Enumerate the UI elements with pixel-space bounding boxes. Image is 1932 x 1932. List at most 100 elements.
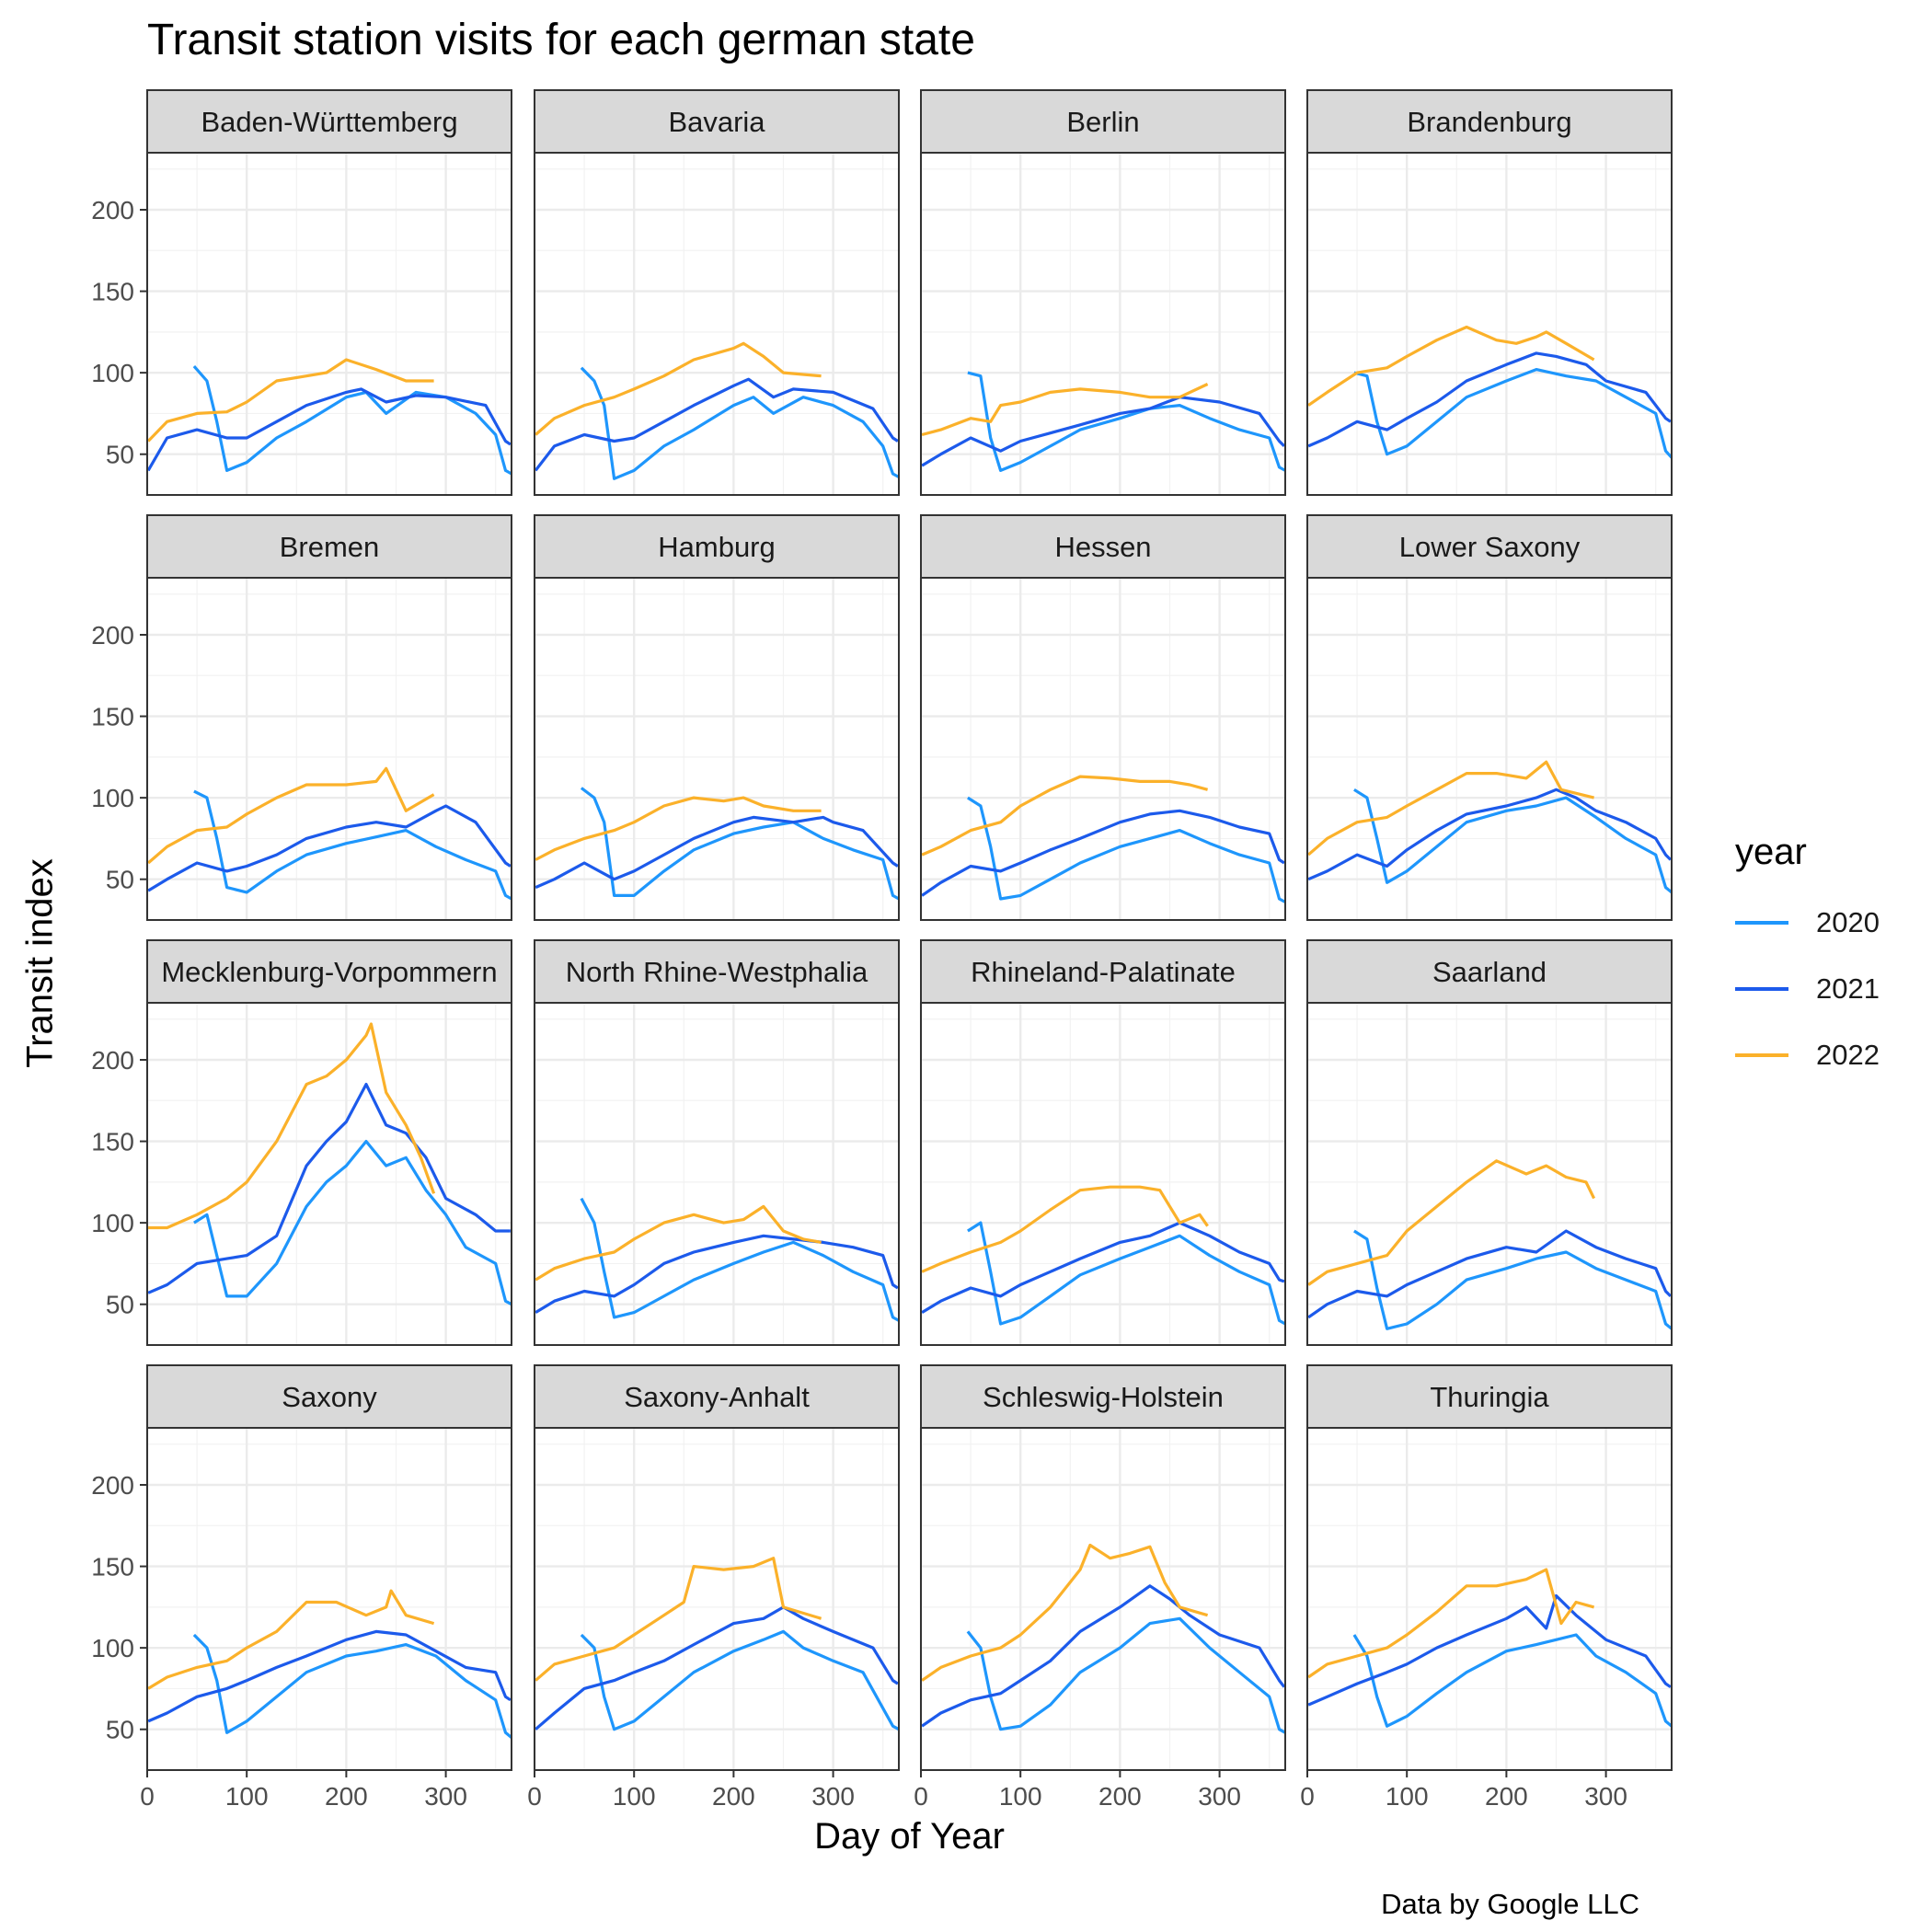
x-tick-label: 100	[1386, 1782, 1429, 1811]
x-tick-label: 0	[914, 1782, 928, 1811]
series-line-2020	[580, 366, 900, 480]
series-line-2021	[921, 396, 1286, 467]
series-line-2020	[580, 1629, 900, 1731]
y-axis-title: Transit index	[19, 858, 61, 1068]
x-tick-label: 0	[1300, 1782, 1315, 1811]
series-line-2020	[1353, 788, 1673, 894]
y-tick-label: 100	[91, 1209, 134, 1237]
facet-strip	[534, 1364, 900, 1429]
caption: Data by Google LLC	[1381, 1888, 1639, 1920]
panel-border	[1306, 152, 1673, 496]
legend-key-2020	[1735, 921, 1788, 925]
facet-strip	[920, 939, 1286, 1004]
panel-border	[146, 152, 512, 496]
panel-border	[920, 1002, 1286, 1346]
facet-strip-label: Hessen	[1054, 531, 1151, 563]
x-tick-label: 200	[1098, 1782, 1142, 1811]
series-line-2022	[1307, 1159, 1596, 1286]
x-tick-label: 200	[1485, 1782, 1528, 1811]
facet-mecklenburg-vorpommern: Mecklenburg-Vorpommern 50 100 150 200	[91, 939, 512, 1346]
series-line-2021	[147, 1083, 511, 1294]
series-line-2021	[921, 809, 1285, 897]
facet-strip	[1306, 1364, 1673, 1429]
panel-background	[535, 1428, 899, 1770]
series-line-2020	[192, 1633, 513, 1739]
series-line-2020	[193, 1140, 512, 1306]
panel-background	[921, 1003, 1285, 1345]
panel-border	[1306, 577, 1673, 921]
series-line-2021	[535, 815, 899, 890]
facet-strip-label: Hamburg	[658, 531, 776, 563]
series-line-2021	[1307, 1593, 1672, 1707]
facet-strip	[1306, 89, 1673, 154]
facet-strip-label: Saxony-Anhalt	[624, 1381, 810, 1413]
chart-title: Transit station visits for each german s…	[147, 16, 975, 64]
series-line-2020	[1353, 1229, 1673, 1330]
series-line-2022	[535, 341, 822, 436]
panel-border	[534, 1427, 900, 1771]
series-line-2022	[535, 1204, 822, 1282]
legend-label-2022: 2022	[1816, 1039, 1880, 1071]
y-tick-label: 50	[106, 1716, 134, 1744]
facet-strip	[1306, 514, 1673, 579]
series-line-2022	[147, 1589, 435, 1690]
legend-label-2021: 2021	[1816, 972, 1880, 1005]
panel-background	[147, 1003, 512, 1345]
y-tick-label: 100	[91, 1634, 134, 1662]
panel-background	[147, 153, 512, 495]
facet-strip	[920, 1364, 1286, 1429]
y-tick-label: 100	[91, 784, 134, 812]
legend-title: year	[1735, 832, 1807, 872]
series-line-2022	[535, 1557, 822, 1682]
y-tick-label: 200	[91, 1471, 134, 1500]
panel-border	[1306, 1002, 1673, 1346]
y-tick-label: 200	[91, 621, 134, 650]
facet-lower-saxony: Lower Saxony	[1305, 514, 1673, 921]
series-line-2022	[921, 1185, 1209, 1273]
facet-saxony-anhalt: Saxony-Anhalt 0 100 200 300	[527, 1364, 900, 1811]
panel-background	[921, 1428, 1285, 1770]
panel-border	[534, 577, 900, 921]
series-line-2022	[1307, 1568, 1595, 1679]
panel-border	[920, 577, 1286, 921]
series-line-2021	[147, 1629, 512, 1723]
series-line-2020	[580, 1197, 900, 1322]
series-line-2022	[1307, 325, 1595, 407]
y-tick-label: 150	[91, 278, 134, 306]
facet-saarland: Saarland	[1305, 939, 1673, 1346]
series-line-2021	[535, 1605, 899, 1731]
facet-strip-label: Schleswig-Holstein	[983, 1381, 1224, 1413]
facet-berlin: Berlin	[919, 89, 1286, 496]
facet-strip-label: Mecklenburg-Vorpommern	[161, 956, 497, 988]
facet-strip-label: Lower Saxony	[1399, 531, 1581, 563]
panel-border	[146, 1427, 512, 1771]
series-line-2021	[1307, 1229, 1673, 1319]
facet-strip	[534, 939, 900, 1004]
legend: year 2020 2021 2022	[1735, 832, 1880, 1088]
series-line-2021	[146, 387, 512, 472]
x-tick-label: 300	[1584, 1782, 1627, 1811]
y-tick-label: 200	[91, 1046, 134, 1075]
panel-border	[920, 1427, 1286, 1771]
series-line-2021	[535, 1234, 899, 1314]
panel-background	[535, 153, 899, 495]
series-line-2020	[193, 789, 512, 901]
series-line-2020	[966, 1616, 1286, 1734]
x-tick-label: 200	[712, 1782, 755, 1811]
x-tick-label: 100	[225, 1782, 269, 1811]
series-line-2022	[921, 1543, 1209, 1682]
y-tick-label: 150	[91, 1553, 134, 1581]
series-line-2022	[147, 766, 435, 865]
series-line-2020	[1352, 1633, 1673, 1728]
panel-border	[146, 1002, 512, 1346]
facet-strip-label: Thuringia	[1430, 1381, 1549, 1413]
x-tick-label: 0	[140, 1782, 155, 1811]
legend-label-2020: 2020	[1816, 906, 1880, 938]
facet-bremen: Bremen 50 100 150 200	[91, 514, 512, 921]
series-line-2020	[967, 1221, 1286, 1326]
facet-north-rhine-westphalia: North Rhine-Westphalia	[533, 939, 900, 1346]
facet-strip	[146, 514, 512, 579]
series-line-2022	[921, 775, 1209, 857]
y-tick-label: 50	[106, 441, 134, 469]
